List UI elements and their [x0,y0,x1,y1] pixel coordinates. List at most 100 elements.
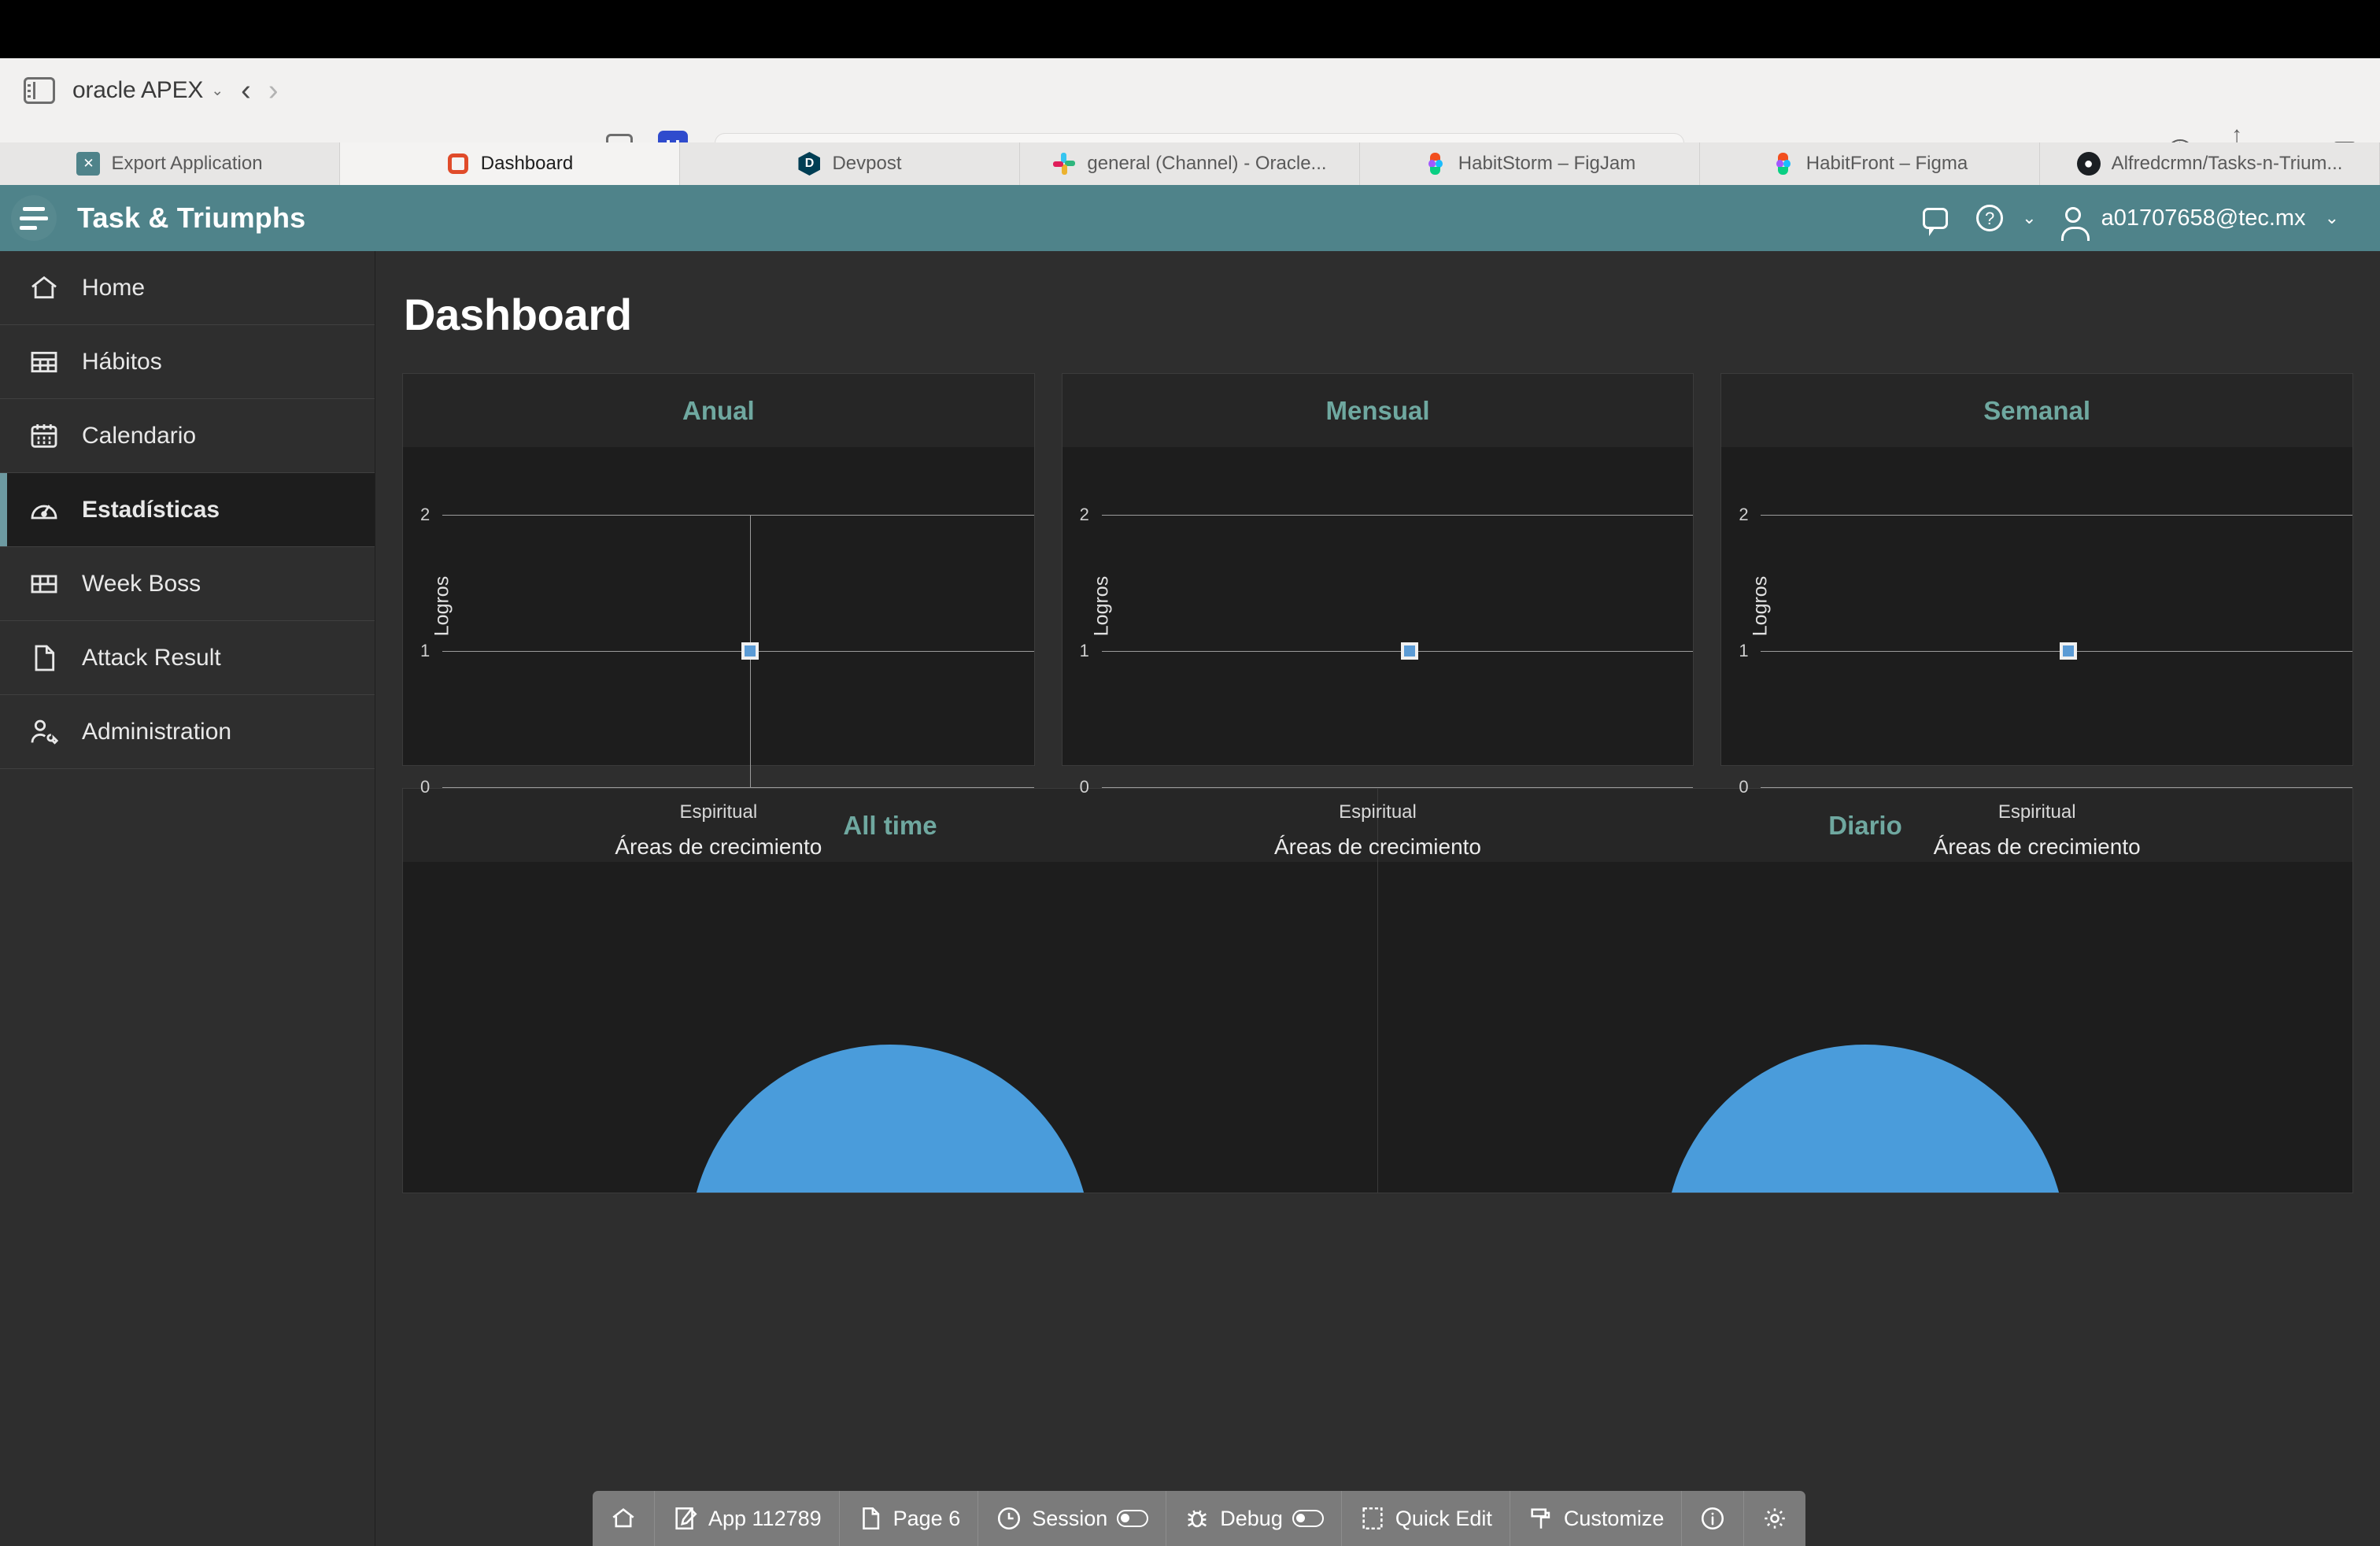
chart-card-semanal: Semanal Logros 2 1 0 Espiritual [1720,373,2354,859]
debug-toggle[interactable] [1292,1510,1324,1527]
apex-favicon: ✕ [76,152,101,176]
scatter-plot[interactable]: Logros 2 1 0 Espiritual Áreas de crecimi… [1062,447,1694,859]
data-point-marker[interactable] [1400,642,1418,660]
browser-tab[interactable]: D Devpost [680,142,1020,185]
sidebar-item-home[interactable]: Home [0,251,375,325]
x-axis-label: Áreas de crecimiento [615,834,822,859]
y-tick-1: 1 [420,641,431,660]
data-point-marker[interactable] [741,642,759,660]
chart-area: Logros 2 1 0 Espiritual Áreas de crecimi… [403,447,1034,859]
sidebar-item-administration[interactable]: Administration [0,695,375,769]
help-button[interactable]: ? ⌄ [1962,205,2050,231]
browser-tab-label: Export Application [111,153,263,174]
browser-tab-strip: ✕ Export Application Dashboard D Devpost… [0,142,2380,185]
chart-title: Mensual [1325,395,1430,425]
app-title: Task & Triumphs [77,202,306,234]
session-toggle[interactable] [1117,1510,1149,1527]
gridline [442,515,1034,516]
browser-profile-label[interactable]: oracle APEX [72,77,204,103]
browser-tab[interactable]: HabitFront – Figma [1700,142,2040,185]
chart-area: Logros 2 1 0 Espiritual Áreas de crecimi… [1062,447,1694,859]
apex-application: Task & Triumphs ? ⌄ a01707658@tec.mx ⌄ [0,185,2380,1546]
sidebar-navigation: Home Hábitos Calendario Estadísticas Wee… [0,251,375,1546]
y-axis-label: Logros [1750,575,1772,637]
dev-item-label: Debug [1220,1506,1283,1530]
dev-customize-button[interactable]: Customize [1510,1491,1683,1546]
sidebar-item-label: Attack Result [82,644,221,671]
sidebar-item-label: Home [82,274,146,301]
dev-home-button[interactable] [593,1491,655,1546]
forward-button[interactable]: › [268,74,279,107]
back-button[interactable]: ‹ [241,74,251,107]
chat-button[interactable] [1909,207,1962,236]
chevron-down-icon[interactable]: ⌄ [211,82,224,99]
browser-tab[interactable]: HabitStorm – FigJam [1360,142,1700,185]
dev-debug-button[interactable]: Debug [1166,1491,1342,1546]
card-header: Semanal [1721,374,2353,447]
gridline [1101,787,1694,788]
gridline [1761,515,2353,516]
dev-page-button[interactable]: Page 6 [840,1491,979,1546]
dev-app-button[interactable]: App 112789 [655,1491,840,1546]
apex-developer-toolbar: App 112789 Page 6 Session Debug Quick Ed… [593,1491,1806,1546]
quick-edit-icon [1359,1505,1386,1532]
calendar-icon [28,420,60,452]
dev-item-label: Customize [1563,1506,1665,1530]
chart-card-anual: Anual Logros 2 1 0 E [402,373,1035,859]
card-header: Anual [403,374,1034,447]
dev-settings-button[interactable] [1744,1491,1805,1546]
gridline [442,651,1034,652]
card-header: Diario [1378,789,2352,862]
chevron-down-icon: ⌄ [2324,208,2339,227]
gauge-icon [28,494,60,526]
dev-info-button[interactable] [1682,1491,1745,1546]
dev-item-label: Page 6 [893,1506,961,1530]
browser-tab[interactable]: ● Alfredcrmn/Tasks-n-Trium... [2040,142,2380,185]
y-tick-2: 2 [420,505,431,524]
chart-area [1378,862,2352,1193]
app-edit-icon [672,1505,699,1532]
browser-tab-label: general (Channel) - Oracle... [1087,153,1327,174]
card-header: All time [403,789,1377,862]
chart-card-all-time: All time [402,788,1378,1193]
sidebar-toggle-icon[interactable] [24,77,55,104]
sidebar-item-attack-result[interactable]: Attack Result [0,621,375,695]
chart-card-diario: Diario [1378,788,2353,1193]
scatter-plot[interactable]: Logros 2 1 0 Espiritual Áreas de crecimi… [403,447,1034,859]
roller-icon [1528,1505,1554,1532]
pie-slice-espiritual[interactable] [1665,1045,2066,1193]
sidebar-item-label: Week Boss [82,570,201,597]
dev-quick-edit-button[interactable]: Quick Edit [1342,1491,1510,1546]
sidebar-item-week-boss[interactable]: Week Boss [0,547,375,621]
sidebar-item-label: Hábitos [82,348,162,375]
chart-area: Logros 2 1 0 Espiritual Áreas de crecimi… [1721,447,2353,859]
session-clock-icon [996,1505,1022,1532]
sidebar-item-calendario[interactable]: Calendario [0,399,375,473]
dev-item-label: App 112789 [708,1506,822,1530]
page-title: Dashboard [404,290,632,339]
user-menu-button[interactable]: a01707658@tec.mx ⌄ [2051,205,2353,241]
browser-tab-label: HabitStorm – FigJam [1458,153,1636,174]
figma-favicon [1424,152,1447,176]
github-favicon: ● [2076,152,2101,176]
dev-item-label: Quick Edit [1395,1506,1492,1530]
sidebar-item-estadisticas[interactable]: Estadísticas [0,473,375,547]
home-icon [610,1505,637,1532]
chart-title: Diario [1828,810,1902,840]
browser-tab-label: HabitFront – Figma [1805,153,1968,174]
sidebar-item-habitos[interactable]: Hábitos [0,325,375,399]
browser-tab-label: Dashboard [480,153,574,174]
browser-tab[interactable]: ✕ Export Application [0,142,340,185]
nav-menu-toggle-icon[interactable] [11,195,57,241]
browser-tab-active[interactable]: Dashboard [340,142,680,185]
data-point-marker[interactable] [2060,642,2078,660]
x-tick-label: Espiritual [679,801,758,823]
pie-slice-espiritual[interactable] [689,1045,1091,1193]
user-icon [2060,207,2090,241]
scatter-plot[interactable]: Logros 2 1 0 Espiritual Áreas de crecimi… [1721,447,2353,859]
chart-area [403,862,1377,1193]
gear-icon [1761,1505,1788,1532]
dev-session-button[interactable]: Session [978,1491,1167,1546]
y-tick-0: 0 [1079,777,1089,797]
browser-tab[interactable]: general (Channel) - Oracle... [1020,142,1360,185]
